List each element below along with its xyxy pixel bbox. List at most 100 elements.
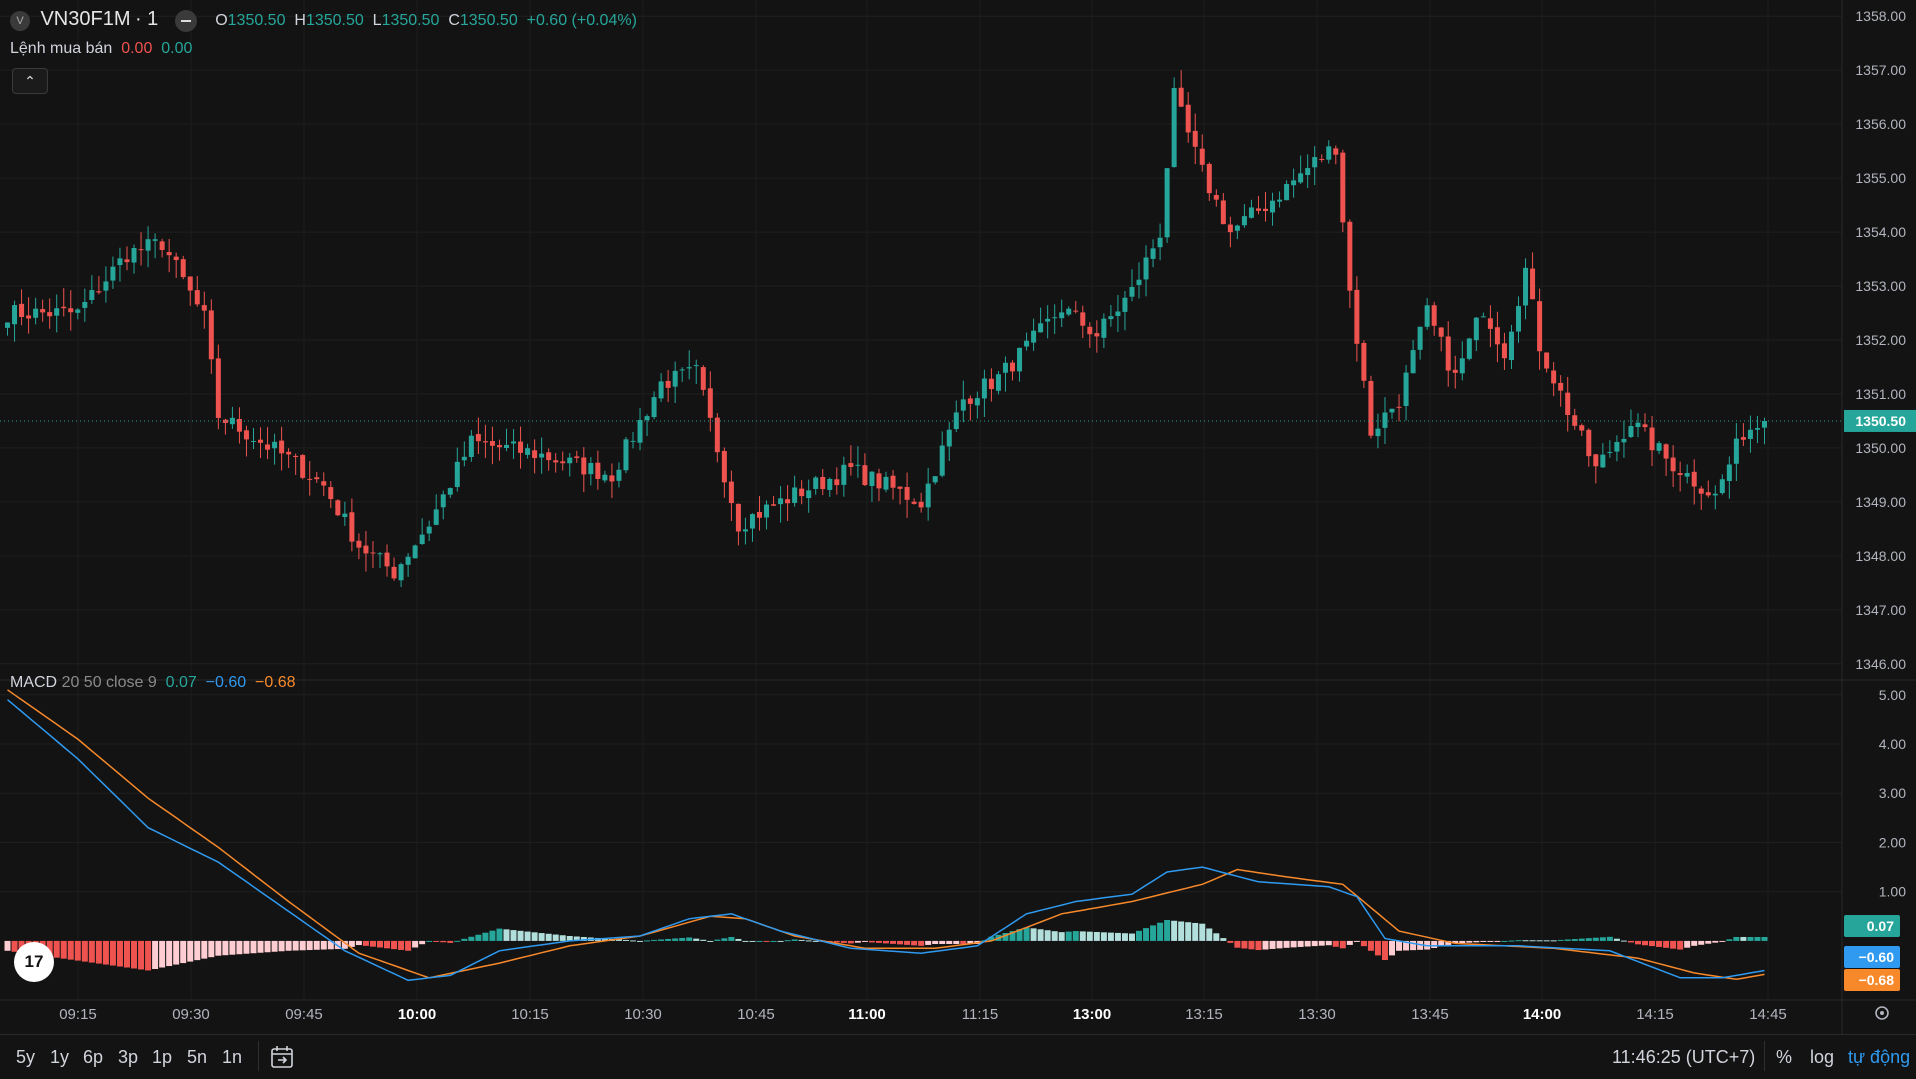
log-toggle[interactable]: log: [1810, 1047, 1835, 1067]
symbol-name[interactable]: VN30F1M: [40, 8, 131, 30]
candle-body: [1368, 380, 1374, 436]
macd-hist-bar: [475, 934, 482, 941]
candle-body: [1607, 452, 1613, 454]
high-label: H: [294, 12, 306, 29]
candle-body: [869, 471, 875, 486]
candle-body: [581, 457, 587, 475]
macd-hist-bar: [1079, 931, 1086, 941]
range-5n[interactable]: 5n: [187, 1047, 208, 1067]
candle-body: [1382, 412, 1388, 428]
macd-hist-bar: [580, 936, 587, 941]
candle-body: [335, 500, 341, 516]
macd-line-value: −0.60: [205, 674, 247, 691]
candle-body: [110, 266, 116, 281]
candle-body: [349, 512, 355, 542]
macd-tick-label: 4.00: [1879, 736, 1906, 752]
chart-canvas[interactable]: 1358.00 1357.00 1356.00 1355.00 1354.00 1353.…: [0, 0, 1916, 1034]
price-tick-label: 1355.00: [1855, 170, 1906, 186]
candle-body: [1424, 305, 1430, 327]
macd-hist-bar: [145, 940, 152, 971]
candle-body: [1241, 216, 1247, 226]
macd-hist-bar: [1171, 920, 1178, 941]
candle-body: [279, 440, 285, 454]
macd-hist-bar: [278, 940, 285, 952]
candle-body: [307, 478, 313, 480]
indicator-legend[interactable]: Lệnh mua bán 0.00 0.00: [10, 40, 192, 58]
macd-hist-bar: [1178, 921, 1185, 941]
macd-hist-bar: [883, 940, 889, 944]
macd-hist-bar: [292, 940, 299, 951]
candle-body: [1340, 152, 1346, 223]
macd-hist-bar: [1543, 940, 1550, 942]
candle-body: [1326, 146, 1332, 160]
macd-hist-bar: [461, 938, 468, 941]
range-5y[interactable]: 5y: [16, 1047, 36, 1067]
macd-hist-bar: [74, 940, 81, 961]
candle-body: [1178, 87, 1184, 107]
macd-hist-bar: [1494, 940, 1501, 942]
candle-body: [1466, 338, 1472, 359]
close-label: C: [448, 12, 460, 29]
candle-body: [827, 478, 833, 490]
open-label: O: [215, 12, 228, 29]
candle-body: [630, 440, 636, 442]
candle-body: [370, 552, 376, 554]
candle-body: [595, 462, 601, 479]
macd-hist-bar: [875, 940, 882, 943]
macd-hist-bar: [812, 940, 819, 942]
candle-body: [1129, 286, 1135, 297]
tradingview-logo[interactable]: 17: [14, 942, 54, 982]
macd-hist-bar: [1487, 940, 1494, 942]
candle-body: [771, 504, 777, 506]
candle-body: [855, 464, 861, 466]
auto-scale-toggle[interactable]: tự động: [1848, 1047, 1911, 1067]
macd-hist-bar: [468, 936, 475, 941]
collapse-legend-button[interactable]: ⌃: [12, 68, 48, 94]
candle-body: [1733, 438, 1739, 464]
macd-hist-bar: [412, 940, 419, 948]
range-1n[interactable]: 1n: [222, 1047, 243, 1067]
range-6p[interactable]: 6p: [83, 1047, 104, 1067]
candle-body: [609, 475, 615, 482]
candle-body: [721, 450, 727, 483]
range-1p[interactable]: 1p: [152, 1047, 173, 1067]
macd-legend[interactable]: MACD 20 50 close 9 0.07 −0.60 −0.68: [10, 674, 296, 692]
macd-hist-bar: [1255, 940, 1262, 951]
macd-hist-bar: [1578, 938, 1585, 941]
macd-value-tag: [1844, 969, 1900, 991]
macd-hist-bar: [1381, 940, 1388, 960]
macd-hist-bar: [1417, 940, 1424, 950]
calendar-goto-icon[interactable]: [270, 1045, 296, 1069]
symbol-interval[interactable]: 1: [147, 8, 159, 30]
macd-hist-bar: [686, 937, 693, 941]
candle-body: [1642, 424, 1648, 428]
macd-hist-bar: [1037, 929, 1044, 941]
range-1y[interactable]: 1y: [50, 1047, 70, 1067]
candle-body: [602, 474, 608, 481]
candle-body: [841, 464, 847, 485]
candle-body: [258, 439, 264, 443]
macd-hist-bar: [531, 932, 538, 941]
candle-body: [946, 429, 952, 447]
macd-hist-bar: [1234, 940, 1241, 948]
percent-toggle[interactable]: %: [1776, 1047, 1793, 1067]
candle-body: [546, 452, 552, 461]
macd-tick-label: 1.00: [1879, 884, 1906, 900]
macd-hist-bar: [1227, 940, 1234, 943]
candle-body: [1494, 327, 1500, 345]
macd-hist-bar: [222, 940, 229, 956]
candle-body: [932, 476, 938, 483]
candle-body: [1537, 301, 1543, 352]
candle-body: [1628, 426, 1634, 437]
candle-body: [1002, 362, 1008, 373]
macd-hist-bar: [1072, 931, 1079, 941]
macd-hist-bar: [1114, 932, 1121, 941]
macd-hist-bar: [1649, 940, 1656, 947]
symbol-sep: ·: [134, 8, 148, 30]
candle-body: [131, 248, 137, 263]
range-3p[interactable]: 3p: [118, 1047, 139, 1067]
minus-icon[interactable]: [174, 9, 197, 32]
macd-hist-bar: [693, 938, 700, 941]
candle-body: [342, 513, 348, 518]
macd-hist-bar: [1199, 923, 1206, 941]
